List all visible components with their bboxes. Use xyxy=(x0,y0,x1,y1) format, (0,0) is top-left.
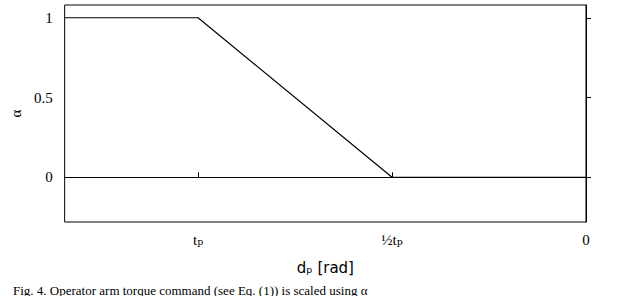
svg-text:0: 0 xyxy=(45,169,53,185)
svg-text:0.5: 0.5 xyxy=(34,90,53,106)
svg-text:tₚ: tₚ xyxy=(193,232,203,248)
svg-text:0: 0 xyxy=(582,232,590,248)
svg-text:1: 1 xyxy=(45,10,53,26)
svg-text:dₚ [rad]: dₚ [rad] xyxy=(297,259,354,277)
svg-text:Fig. 4. Operator arm torque co: Fig. 4. Operator arm torque command (see… xyxy=(13,283,368,296)
svg-text:α: α xyxy=(8,109,24,117)
svg-text:½tₚ: ½tₚ xyxy=(381,232,402,248)
